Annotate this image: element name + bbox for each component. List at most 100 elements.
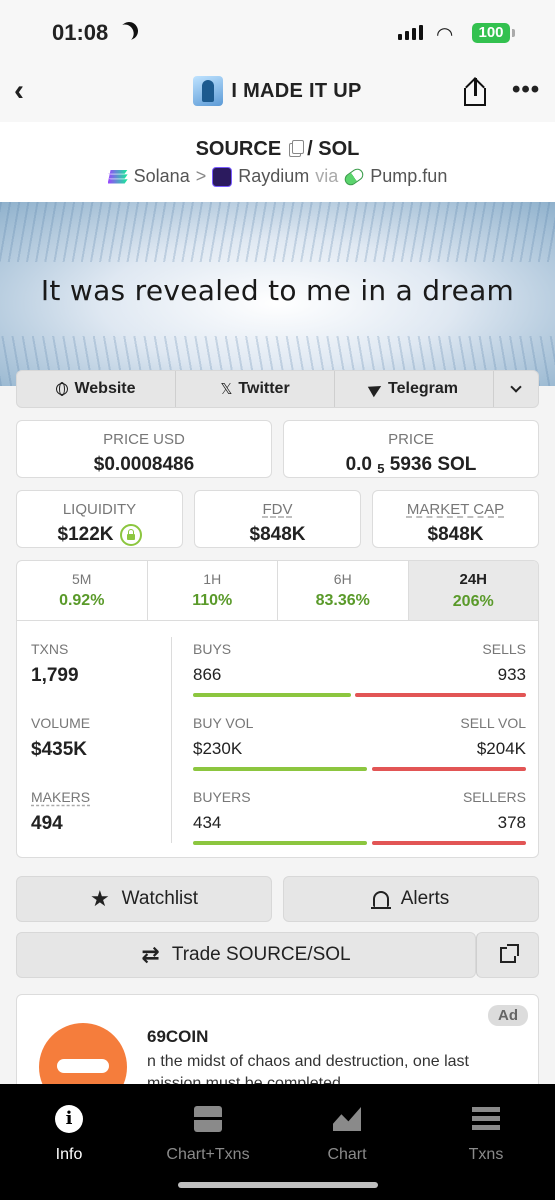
makers-stat: MAKERS 494 bbox=[31, 789, 171, 835]
makers-label[interactable]: MAKERS bbox=[31, 789, 91, 805]
trade-external-button[interactable] bbox=[476, 932, 539, 978]
nav-chart-txns[interactable]: Chart+Txns bbox=[139, 1104, 277, 1164]
sell-vol-value: $204K bbox=[476, 739, 526, 758]
x-icon: 𝕏 bbox=[220, 381, 233, 398]
sell-vol-label: SELL VOL bbox=[460, 715, 526, 731]
nav-chart[interactable]: Chart bbox=[278, 1104, 416, 1164]
status-time: 01:08 bbox=[52, 20, 109, 45]
price-zero-count: 5 bbox=[377, 461, 385, 476]
buys-bar-fill bbox=[193, 693, 351, 697]
sells-label: SELLS bbox=[482, 641, 526, 657]
links-expand-button[interactable] bbox=[494, 371, 538, 407]
lock-icon[interactable] bbox=[119, 524, 142, 546]
tab-change: 110% bbox=[192, 592, 233, 609]
alerts-button[interactable]: Alerts bbox=[283, 876, 539, 922]
buyers-sellers-bar bbox=[193, 841, 526, 845]
more-icon[interactable]: ••• bbox=[512, 76, 541, 103]
signal-icon bbox=[398, 24, 423, 40]
token-avatar bbox=[193, 76, 224, 106]
tab-label: 1H bbox=[203, 571, 222, 587]
tab-5m[interactable]: 5M 0.92% bbox=[17, 561, 148, 620]
tab-label: 24H bbox=[459, 571, 488, 588]
buy-vol-bar-fill bbox=[193, 767, 368, 771]
raydium-icon bbox=[212, 166, 233, 187]
solana-icon bbox=[107, 169, 128, 184]
website-link[interactable]: Website bbox=[17, 371, 176, 407]
telegram-label: Telegram bbox=[388, 380, 458, 397]
pump-icon bbox=[342, 165, 366, 188]
sell-vol-bar-fill bbox=[371, 767, 526, 771]
volume-split-bar bbox=[193, 767, 526, 771]
fdv-label[interactable]: FDV bbox=[262, 501, 293, 518]
swap-icon: ⇄ bbox=[141, 942, 160, 967]
tab-6h[interactable]: 6H 83.36% bbox=[278, 561, 409, 620]
price-sol-value: 0.0 5 5936 SOL bbox=[284, 454, 538, 476]
buyers-sellers-stat: BUYERS SELLERS 434 378 bbox=[193, 789, 526, 845]
website-label: Website bbox=[74, 380, 136, 397]
txns-value: 1,799 bbox=[31, 665, 79, 686]
launchpad-name[interactable]: Pump.fun bbox=[370, 166, 448, 186]
via-label: via bbox=[315, 166, 339, 186]
social-links: Website 𝕏 Twitter Telegram bbox=[16, 370, 539, 408]
tab-label: 6H bbox=[333, 571, 352, 587]
buyers-bar-fill bbox=[193, 841, 368, 845]
tab-label: 5M bbox=[72, 571, 92, 587]
copy-icon[interactable] bbox=[289, 139, 305, 157]
buys-value: 866 bbox=[193, 665, 222, 684]
price-prefix: 0.0 bbox=[345, 454, 372, 475]
tab-24h[interactable]: 24H 206% bbox=[408, 561, 538, 620]
price-rest: 5936 SOL bbox=[389, 454, 477, 475]
price-sol-card: PRICE 0.0 5 5936 SOL bbox=[283, 420, 539, 478]
price-usd-label: PRICE USD bbox=[103, 431, 185, 448]
market-cap-label[interactable]: MARKET CAP bbox=[406, 501, 505, 518]
nav-label: Txns bbox=[468, 1146, 504, 1163]
buys-sells-labels: BUYS SELLS bbox=[193, 641, 526, 657]
twitter-label: Twitter bbox=[238, 380, 290, 397]
globe-icon bbox=[56, 382, 69, 396]
battery-nub bbox=[512, 29, 515, 37]
ad-badge: Ad bbox=[488, 1005, 528, 1026]
fdv-card: FDV $848K bbox=[194, 490, 361, 548]
pair-info: SOURCE / SOL Solana > Raydium via Pump.f… bbox=[0, 122, 555, 202]
volume-label: VOLUME bbox=[31, 715, 91, 731]
liquidity-label: LIQUIDITY bbox=[62, 501, 137, 518]
ad-title: 69COIN bbox=[147, 1027, 209, 1046]
telegram-icon bbox=[367, 380, 385, 398]
watchlist-button[interactable]: ★ Watchlist bbox=[16, 876, 272, 922]
timeframe-tabs: 5M 0.92% 1H 110% 6H 83.36% 24H 206% bbox=[17, 561, 538, 621]
twitter-link[interactable]: 𝕏 Twitter bbox=[176, 371, 335, 407]
nav-label: Info bbox=[55, 1146, 83, 1163]
market-cap-card: MARKET CAP $848K bbox=[372, 490, 539, 548]
pair-base: SOURCE bbox=[195, 138, 282, 160]
chain-name[interactable]: Solana bbox=[133, 166, 190, 186]
buy-vol-value: $230K bbox=[193, 739, 243, 758]
makers-value: 494 bbox=[31, 813, 63, 834]
volume-split-labels: BUY VOL SELL VOL bbox=[193, 715, 526, 731]
buys-sells-values: 866 933 bbox=[193, 665, 526, 685]
volume-split-stat: BUY VOL SELL VOL $230K $204K bbox=[193, 715, 526, 771]
buys-label: BUYS bbox=[193, 641, 232, 657]
dex-name[interactable]: Raydium bbox=[238, 166, 310, 186]
home-indicator[interactable] bbox=[178, 1182, 378, 1188]
tab-1h[interactable]: 1H 110% bbox=[148, 561, 278, 620]
share-icon[interactable] bbox=[462, 77, 488, 106]
txns-icon bbox=[472, 1107, 500, 1131]
nav-label: Chart bbox=[327, 1146, 367, 1163]
token-banner: It was revealed to me in a dream bbox=[0, 202, 555, 386]
market-cap-value: $848K bbox=[427, 524, 484, 545]
stats-divider bbox=[171, 637, 172, 843]
sells-value: 933 bbox=[497, 665, 526, 684]
back-icon[interactable]: ‹ bbox=[14, 74, 24, 107]
buyers-sellers-values: 434 378 bbox=[193, 813, 526, 833]
txns-label: TXNS bbox=[31, 641, 69, 657]
sellers-value: 378 bbox=[497, 813, 526, 832]
buyers-value: 434 bbox=[193, 813, 222, 832]
nav-info[interactable]: i Info bbox=[0, 1104, 138, 1164]
buyers-sellers-labels: BUYERS SELLERS bbox=[193, 789, 526, 805]
nav-txns[interactable]: Txns bbox=[417, 1104, 555, 1164]
telegram-link[interactable]: Telegram bbox=[335, 371, 494, 407]
tab-change: 83.36% bbox=[315, 592, 370, 609]
liquidity-card: LIQUIDITY $122K bbox=[16, 490, 183, 548]
star-icon: ★ bbox=[89, 886, 110, 911]
trade-button[interactable]: ⇄ Trade SOURCE/SOL bbox=[16, 932, 476, 978]
